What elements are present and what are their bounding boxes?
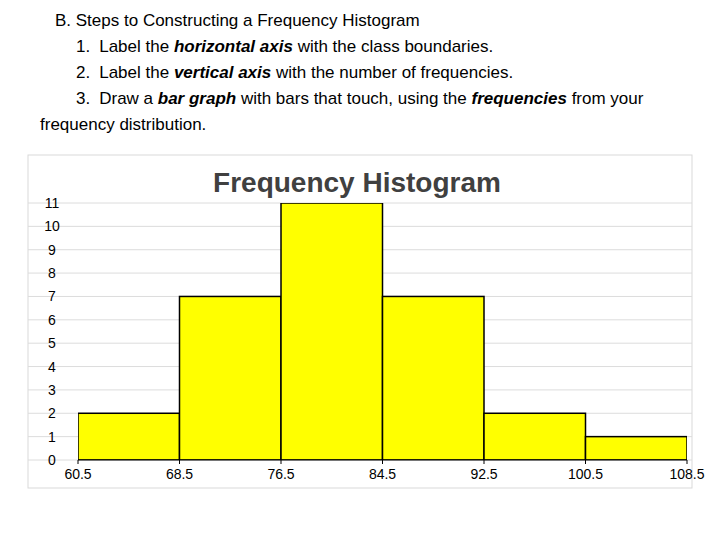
x-tick [382, 460, 383, 464]
step-text: Label the [99, 63, 174, 82]
x-tick-label: 76.5 [267, 466, 294, 482]
step-text: with the number of frequencies. [271, 63, 513, 82]
bar [383, 296, 485, 460]
step-text: with bars that touch, using the [236, 89, 471, 108]
grid-line [28, 460, 692, 461]
y-tick-label: 8 [48, 265, 56, 281]
bars [78, 203, 687, 460]
step-number: 2. [76, 63, 90, 82]
y-tick-label: 6 [48, 312, 56, 328]
step-number: 3. [76, 89, 90, 108]
y-tick-label: 0 [48, 452, 56, 468]
x-tick-label: 84.5 [369, 466, 396, 482]
y-tick-label: 7 [48, 288, 56, 304]
bar [586, 437, 688, 460]
y-tick-label: 3 [48, 382, 56, 398]
step-emphasis: horizontal axis [174, 37, 293, 56]
step-emphasis: vertical axis [174, 63, 271, 82]
chart-frame [28, 155, 692, 488]
x-tick [281, 460, 282, 464]
step: 3. Draw a bar graph with bars that touch,… [40, 86, 690, 138]
bar [281, 203, 383, 460]
x-tick-label: 60.5 [64, 466, 91, 482]
step-number: 1. [76, 37, 90, 56]
x-tick-label: 68.5 [166, 466, 193, 482]
x-tick [687, 460, 688, 464]
bar [78, 413, 180, 460]
y-tick-label: 5 [48, 335, 56, 351]
x-tick [585, 460, 586, 464]
bar [484, 413, 586, 460]
header-title: B. Steps to Constructing a Frequency His… [40, 8, 690, 34]
header: B. Steps to Constructing a Frequency His… [40, 8, 690, 138]
y-tick-label: 1 [48, 429, 56, 445]
x-tick [179, 460, 180, 464]
x-tick-label: 108.5 [669, 466, 704, 482]
x-tick-label: 92.5 [470, 466, 497, 482]
y-tick-label: 10 [44, 218, 60, 234]
chart: Frequency Histogram 0 1 2 3 4 5 6 7 8 9 10 11 60.5 68.… [0, 0, 720, 540]
x-tick-label: 100.5 [568, 466, 603, 482]
step-text: Label the [99, 37, 174, 56]
x-tick [78, 460, 79, 464]
step-text: with the class boundaries. [293, 37, 493, 56]
step: 2. Label the vertical axis with the numbe… [40, 60, 690, 86]
bar [180, 296, 282, 460]
chart-title: Frequency Histogram [213, 167, 501, 198]
y-tick-label: 4 [48, 359, 56, 375]
step: 1. Label the horizontal axis with the cla… [40, 34, 690, 60]
step-emphasis: bar graph [158, 89, 236, 108]
step-emphasis: frequencies [471, 89, 566, 108]
x-tick [484, 460, 485, 464]
y-tick-label: 9 [48, 242, 56, 258]
y-tick-label: 11 [45, 195, 60, 211]
y-tick-label: 2 [48, 405, 56, 421]
step-text: Draw a [99, 89, 158, 108]
